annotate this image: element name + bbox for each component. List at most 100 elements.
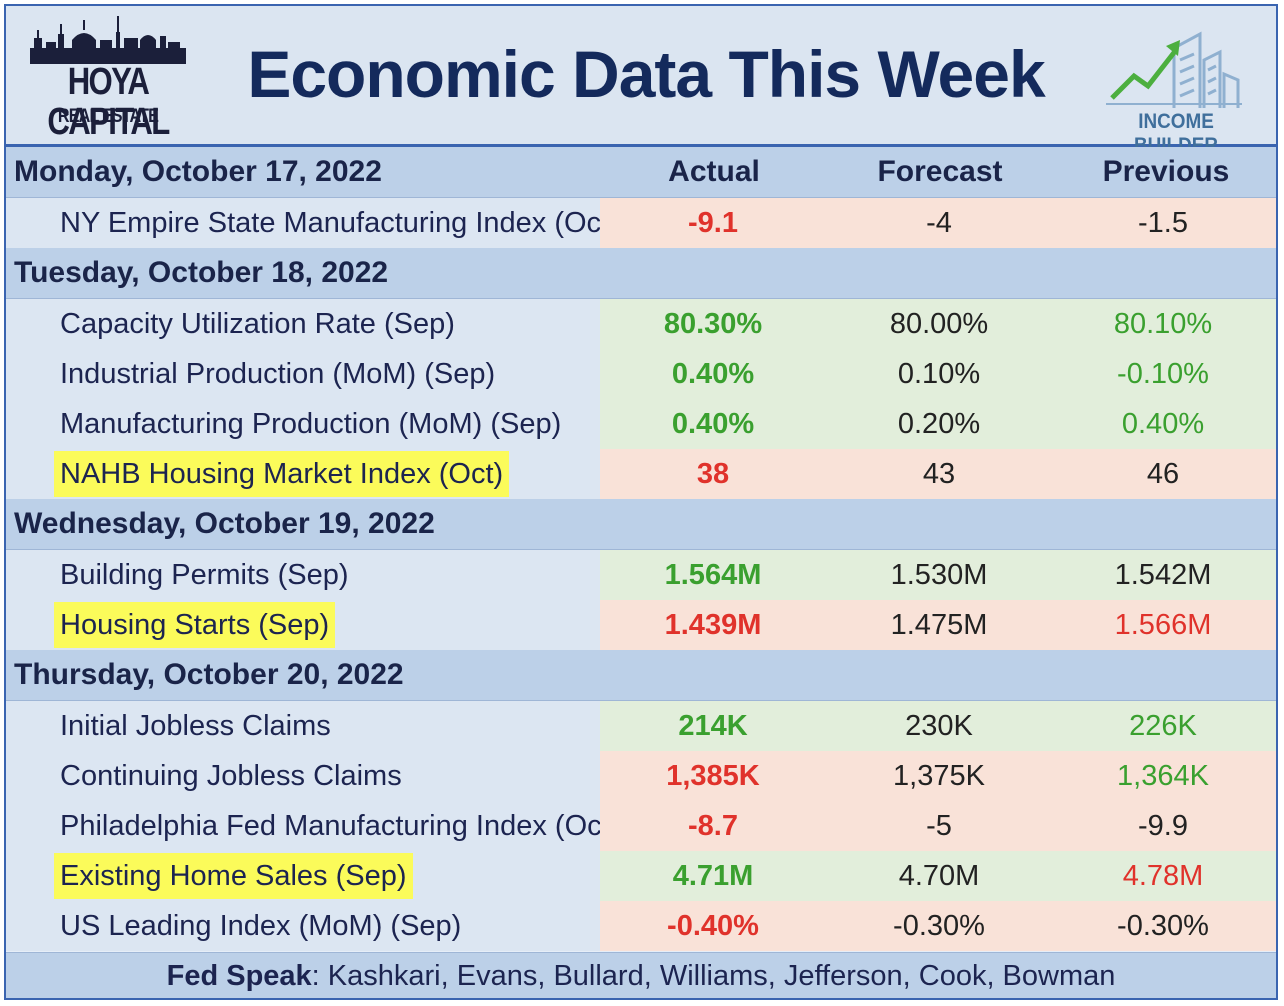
income-builder-graphic-icon <box>1106 31 1242 108</box>
table-row: Housing Starts (Sep) 1.439M 1.475M 1.566M <box>6 600 1276 650</box>
forecast-value: 43 <box>922 458 956 490</box>
indicator-label: Manufacturing Production (MoM) (Sep) <box>60 408 562 440</box>
actual-value: 0.40% <box>671 408 755 440</box>
values-cell: 1.439M 1.475M 1.566M <box>600 600 1276 650</box>
actual-value: 38 <box>696 458 730 490</box>
header: HOYA CAPITAL REAL ESTATE Economic Data T… <box>6 6 1276 157</box>
hoya-capital-logo: HOYA CAPITAL REAL ESTATE <box>24 14 189 142</box>
values-cell: 1,385K 1,375K 1,364K <box>600 751 1276 801</box>
hoya-capital-name: HOYA CAPITAL <box>47 61 170 143</box>
fed-speak-label: Fed Speak <box>166 960 312 992</box>
indicator-label: Capacity Utilization Rate (Sep) <box>60 308 455 340</box>
page-title: Economic Data This Week <box>247 37 1045 111</box>
skyline-icon <box>30 16 186 64</box>
values-cell: 38 43 46 <box>600 449 1276 499</box>
previous-value: -1.5 <box>1138 207 1188 239</box>
forecast-value: -5 <box>926 810 952 842</box>
actual-value: 1,385K <box>666 760 760 792</box>
indicator-label: NY Empire State Manufacturing Index (Oct… <box>60 207 619 239</box>
forecast-value: 0.10% <box>897 358 981 390</box>
indicator-label: Philadelphia Fed Manufacturing Index (Oc… <box>60 810 620 842</box>
table-row: Industrial Production (MoM) (Sep) 0.40% 0.… <box>6 349 1276 399</box>
indicator-label: Existing Home Sales (Sep) <box>54 853 413 899</box>
forecast-value: 1.475M <box>890 609 988 641</box>
previous-value: 1,364K <box>1117 760 1209 792</box>
values-cell: -8.7 -5 -9.9 <box>600 801 1276 851</box>
indicator-cell: Capacity Utilization Rate (Sep) <box>6 299 600 349</box>
previous-value: 226K <box>1129 710 1197 742</box>
table-row: Philadelphia Fed Manufacturing Index (Oc… <box>6 801 1276 851</box>
previous-value: -9.9 <box>1138 810 1188 842</box>
values-cell: 214K 230K 226K <box>600 701 1276 751</box>
table-row: Continuing Jobless Claims 1,385K 1,375K 1,3… <box>6 751 1276 801</box>
values-cell: 0.40% 0.20% 0.40% <box>600 399 1276 449</box>
actual-value: 0.40% <box>671 358 755 390</box>
actual-value: -8.7 <box>688 810 738 842</box>
values-cell: 1.564M 1.530M 1.542M <box>600 550 1276 600</box>
forecast-value: 4.70M <box>898 860 980 892</box>
indicator-label: NAHB Housing Market Index (Oct) <box>54 451 510 497</box>
indicator-cell: Manufacturing Production (MoM) (Sep) <box>6 399 600 449</box>
indicator-cell: Housing Starts (Sep) <box>6 600 600 650</box>
indicator-label: Housing Starts (Sep) <box>54 602 336 648</box>
actual-value: 1.439M <box>664 609 762 641</box>
day-label: Tuesday, October 18, 2022 <box>14 256 389 289</box>
fed-speak-footer: Fed Speak: Kashkari, Evans, Bullard, Wil… <box>6 952 1276 998</box>
previous-value: 0.40% <box>1121 408 1205 440</box>
economic-data-card: HOYA CAPITAL REAL ESTATE Economic Data T… <box>4 4 1278 1000</box>
forecast-value: 0.20% <box>897 408 981 440</box>
column-header-previous: Previous <box>1102 155 1230 188</box>
table-row: Existing Home Sales (Sep) 4.71M 4.70M 4.78M <box>6 851 1276 901</box>
actual-value: -0.40% <box>667 910 759 942</box>
indicator-label: Building Permits (Sep) <box>60 559 349 591</box>
actual-value: -9.1 <box>688 207 738 239</box>
forecast-value: 80.00% <box>889 308 989 340</box>
day-header-row: Thursday, October 20, 2022 <box>6 650 1276 701</box>
actual-value: 4.71M <box>672 860 754 892</box>
column-header-actual: Actual <box>668 155 760 188</box>
day-label: Thursday, October 20, 2022 <box>14 658 404 691</box>
table-row: Building Permits (Sep) 1.564M 1.530M 1.542M <box>6 550 1276 600</box>
day-label: Monday, October 17, 2022 <box>14 155 382 188</box>
forecast-value: 1,375K <box>893 760 985 792</box>
values-cell: -9.1 -4 -1.5 <box>600 198 1276 248</box>
forecast-value: 230K <box>905 710 973 742</box>
previous-value: 80.10% <box>1113 308 1213 340</box>
economic-data-table: Monday, October 17, 2022 Actual Forecast Pr… <box>6 147 1276 951</box>
actual-value: 1.564M <box>664 559 762 591</box>
day-label: Wednesday, October 19, 2022 <box>14 507 435 540</box>
table-row: US Leading Index (MoM) (Sep) -0.40% -0.30%… <box>6 901 1276 951</box>
indicator-cell: US Leading Index (MoM) (Sep) <box>6 901 600 951</box>
previous-value: 46 <box>1146 458 1180 490</box>
indicator-cell: Philadelphia Fed Manufacturing Index (Oc… <box>6 801 619 851</box>
table-row: NAHB Housing Market Index (Oct) 38 43 46 <box>6 449 1276 499</box>
indicator-cell: Existing Home Sales (Sep) <box>6 851 600 901</box>
previous-value: -0.30% <box>1117 910 1209 942</box>
values-cell: 0.40% 0.10% -0.10% <box>600 349 1276 399</box>
indicator-label: Initial Jobless Claims <box>60 710 331 742</box>
hoya-capital-subtitle: REAL ESTATE <box>57 106 159 127</box>
values-cell: -0.40% -0.30% -0.30% <box>600 901 1276 951</box>
actual-value: 214K <box>678 710 748 742</box>
indicator-cell: Building Permits (Sep) <box>6 550 600 600</box>
table-row: Capacity Utilization Rate (Sep) 80.30% 80.… <box>6 299 1276 349</box>
previous-value: 1.542M <box>1114 559 1212 591</box>
indicator-cell: Continuing Jobless Claims <box>6 751 600 801</box>
forecast-value: 1.530M <box>890 559 988 591</box>
column-header-forecast: Forecast <box>877 155 1003 188</box>
indicator-cell: NAHB Housing Market Index (Oct) <box>6 449 600 499</box>
indicator-label: Continuing Jobless Claims <box>60 760 402 792</box>
values-cell: 4.71M 4.70M 4.78M <box>600 851 1276 901</box>
indicator-cell: NY Empire State Manufacturing Index (Oct… <box>6 198 619 248</box>
values-cell: 80.30% 80.00% 80.10% <box>600 299 1276 349</box>
day-header-row: Tuesday, October 18, 2022 <box>6 248 1276 299</box>
indicator-cell: Industrial Production (MoM) (Sep) <box>6 349 600 399</box>
previous-value: 4.78M <box>1122 860 1204 892</box>
indicator-cell: Initial Jobless Claims <box>6 701 600 751</box>
table-row: NY Empire State Manufacturing Index (Oct… <box>6 198 1276 248</box>
table-row: Manufacturing Production (MoM) (Sep) 0.40… <box>6 399 1276 449</box>
day-header-row: Wednesday, October 19, 2022 <box>6 499 1276 550</box>
forecast-value: -4 <box>926 207 952 239</box>
indicator-label: Industrial Production (MoM) (Sep) <box>60 358 496 390</box>
previous-value: -0.10% <box>1117 358 1209 390</box>
